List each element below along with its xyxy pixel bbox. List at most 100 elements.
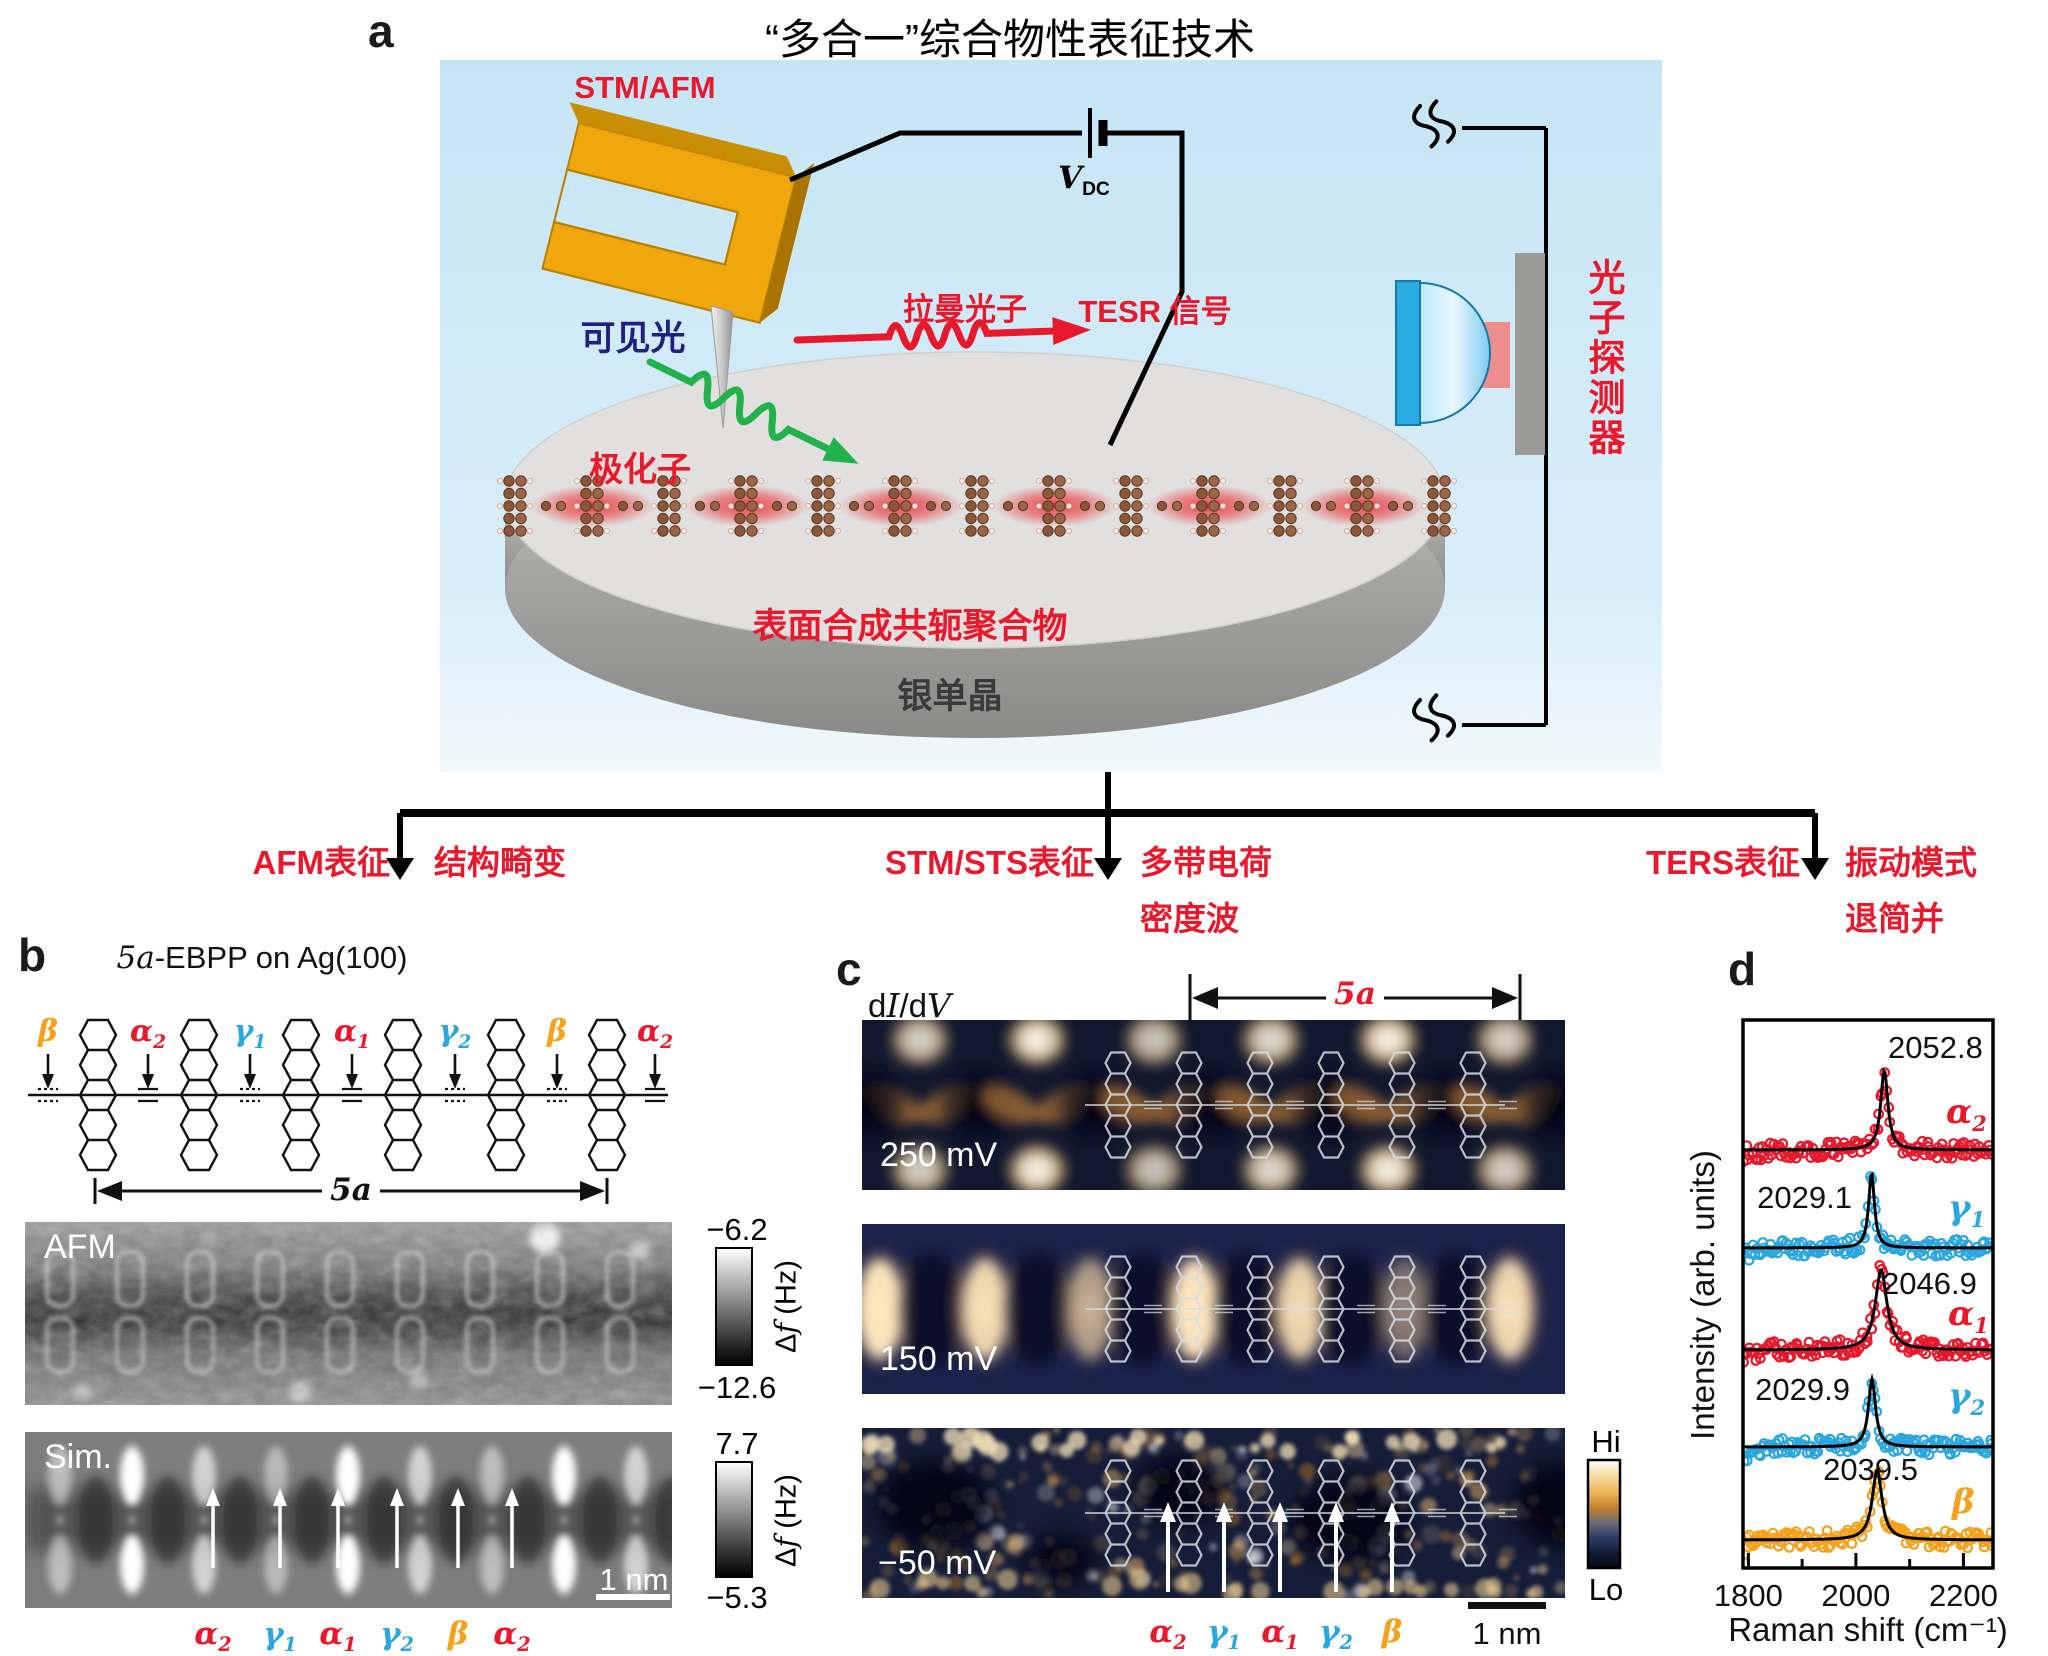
circle-shape	[1279, 1539, 1296, 1556]
carbon-atom	[1119, 512, 1131, 525]
circle-shape	[1036, 1484, 1055, 1502]
c-mode-arrow-head	[1384, 1502, 1400, 1522]
disk-top	[505, 352, 1445, 648]
circle-shape	[1289, 1554, 1301, 1567]
carbon-atom	[1131, 500, 1143, 512]
circle-shape	[1031, 1433, 1050, 1452]
circle-shape	[1790, 1526, 1802, 1537]
circle-shape	[1934, 1249, 1946, 1261]
circle-shape	[1184, 1430, 1205, 1451]
carbon-atom	[1119, 500, 1131, 512]
circle-shape	[885, 1452, 896, 1463]
hydrogen-atom	[835, 528, 842, 535]
sim-colorbar-min: −5.3	[706, 1580, 768, 1615]
acene-column	[1388, 1255, 1416, 1363]
circle-shape	[1042, 1461, 1053, 1472]
molecule-overlay	[1085, 1255, 1517, 1363]
carbon-atom	[1350, 487, 1362, 500]
circle-shape	[1792, 1250, 1804, 1261]
hydrogen-atom	[1297, 502, 1304, 509]
hydrogen-atom	[604, 528, 611, 535]
d-series-label: α2	[1946, 1092, 1987, 1136]
carbon-atom	[1350, 525, 1362, 537]
raman-photon-label: 拉曼光子	[903, 292, 1027, 327]
mode-pointer-head	[649, 1074, 661, 1089]
carbon-atom	[1054, 487, 1066, 500]
lorentzian-fit-gamma2	[1743, 1373, 1993, 1449]
circle-shape	[1985, 1434, 1993, 1446]
circle-shape	[1787, 1249, 1799, 1260]
carbon-atom	[1427, 512, 1439, 525]
ellipse-shape	[1354, 1020, 1422, 1070]
circle-shape	[1405, 1530, 1413, 1539]
circle-shape	[1386, 1578, 1404, 1596]
acene-column	[1317, 1255, 1345, 1363]
sim-mode-arrow-head	[206, 1488, 220, 1506]
circle-shape	[1323, 1443, 1334, 1453]
afm-colorbar	[715, 1247, 753, 1366]
hydrogen-atom	[835, 502, 842, 509]
hydrogen-atom	[496, 477, 503, 484]
carbon-atom	[823, 512, 835, 525]
sim-mode-arrow-head	[451, 1488, 465, 1506]
circle-shape	[1470, 1436, 1487, 1453]
hydrogen-atom	[1374, 528, 1381, 535]
c-colorbar	[1586, 1458, 1622, 1570]
hydrogen-atom	[496, 502, 503, 509]
bridge-atom	[1156, 500, 1168, 512]
hydrogen-atom	[959, 502, 966, 509]
circle-shape	[128, 1516, 136, 1524]
circle-shape	[949, 1548, 964, 1563]
hydrogen-atom	[912, 502, 919, 509]
c-unit-span-label: 5a	[1334, 976, 1376, 1012]
carbon-atom	[734, 525, 746, 537]
circle-shape	[1106, 1565, 1122, 1580]
ellipse-shape	[886, 1020, 954, 1070]
circle-shape	[1053, 1498, 1064, 1508]
circle-shape	[1129, 1568, 1151, 1590]
acene-column	[587, 1018, 627, 1172]
polygon-shape	[1052, 317, 1091, 346]
circle-shape	[937, 1554, 944, 1562]
circle-shape	[1420, 1497, 1438, 1514]
hydrogen-atom	[728, 528, 735, 535]
circle-shape	[200, 1516, 208, 1524]
hydrogen-atom	[1113, 502, 1120, 509]
path-shape	[793, 319, 1059, 351]
b-top-mode-label: α2	[129, 1014, 167, 1053]
hydrogen-atom	[1066, 528, 1073, 535]
carbon-atom	[977, 525, 989, 537]
carbon-atom	[977, 512, 989, 525]
hydrogen-atom	[912, 528, 919, 535]
branch-ters-result-line2: 退简并	[1845, 900, 1944, 937]
carbon-atom	[1208, 487, 1220, 500]
circle-shape	[1228, 1542, 1247, 1561]
ellipse-shape	[264, 1446, 288, 1506]
circle-shape	[1230, 1484, 1236, 1490]
carbon-atom	[503, 487, 515, 500]
carbon-atom	[592, 487, 604, 500]
carbon-atom	[592, 475, 604, 487]
hydrogen-atom	[1344, 502, 1351, 509]
hydrogen-atom	[882, 477, 889, 484]
carbon-atom	[580, 487, 592, 500]
bridge-atom	[940, 500, 952, 512]
circle-shape	[918, 1568, 938, 1588]
hydrogen-atom	[1113, 477, 1120, 484]
carbon-atom	[746, 500, 758, 512]
tesr-signal-label: TESR 信号	[1078, 294, 1232, 329]
carbon-atom	[811, 500, 823, 512]
circle-shape	[990, 1525, 1006, 1541]
molecule-overlay	[1085, 1459, 1517, 1567]
hydrogen-atom	[1036, 502, 1043, 509]
circle-shape	[1287, 1462, 1294, 1469]
carbon-atom	[823, 500, 835, 512]
circle-shape	[1101, 1576, 1122, 1597]
carbon-atom	[1350, 500, 1362, 512]
carbon-atom	[1439, 512, 1451, 525]
hydrogen-atom	[1374, 477, 1381, 484]
b-top-mode-label: γ1	[233, 1014, 267, 1053]
bridge-atom	[1002, 500, 1014, 512]
stm-afm-label: STM/AFM	[574, 70, 716, 105]
carbon-atom	[515, 512, 527, 525]
